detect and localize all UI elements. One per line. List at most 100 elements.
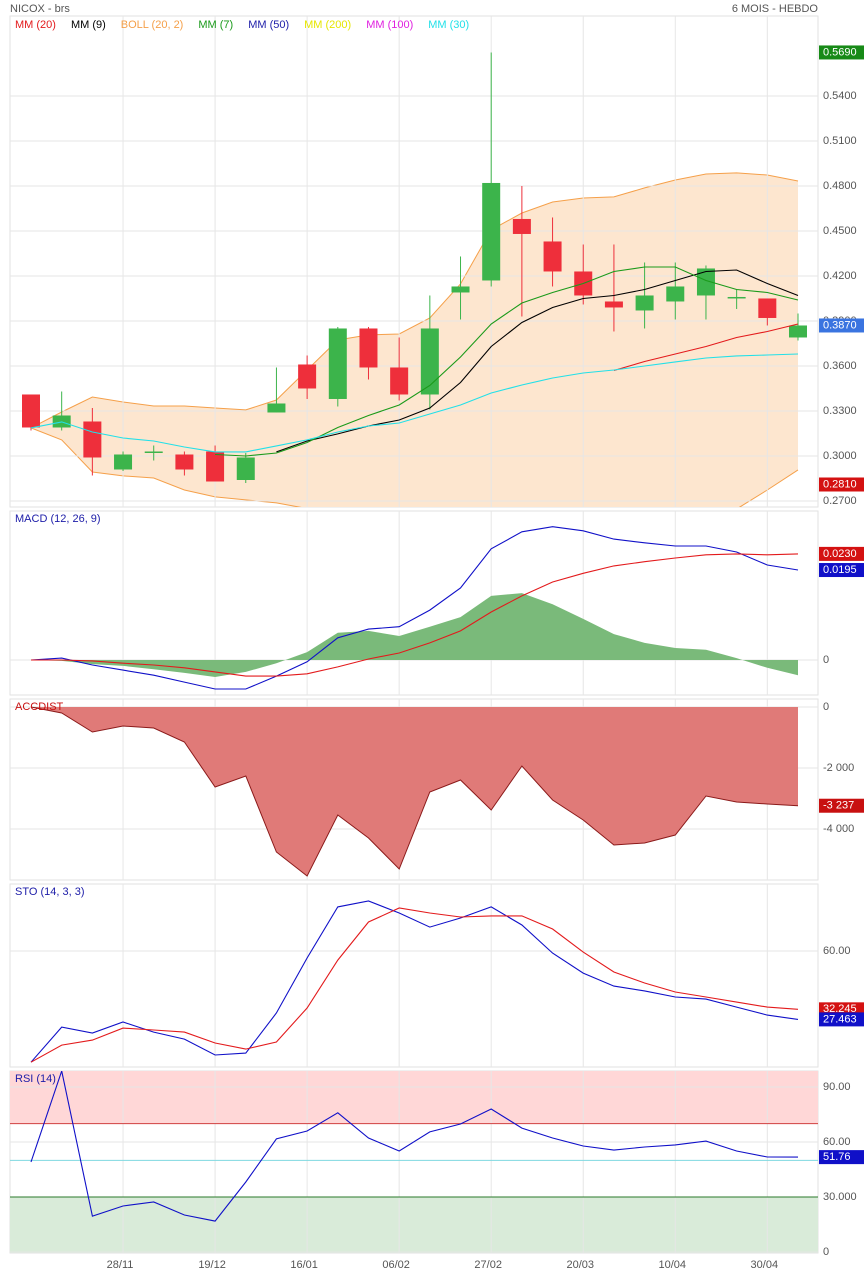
sto-line xyxy=(30,907,799,1063)
y-tick-label: -2 000 xyxy=(823,762,854,774)
panel-title: STO (14, 3, 3) xyxy=(15,886,85,898)
price-tag xyxy=(819,477,864,492)
price-tag-label: 0.0195 xyxy=(823,564,857,576)
candle-body xyxy=(727,296,746,299)
price-tag-label: 0.3870 xyxy=(823,319,857,331)
candle-body xyxy=(206,451,225,482)
accdist-area xyxy=(31,706,798,876)
y-tick-label: 30.000 xyxy=(823,1191,857,1203)
candle-body xyxy=(267,403,286,413)
panel xyxy=(9,510,819,696)
macd-histogram xyxy=(31,593,798,677)
legend-label: BOLL (20, 2) xyxy=(121,19,184,31)
price-tag-label: 27.463 xyxy=(823,1013,857,1025)
candle-body xyxy=(604,301,623,308)
y-tick-label: -4 000 xyxy=(823,823,854,835)
rsi-line xyxy=(30,1071,799,1222)
y-tick-label: 60.00 xyxy=(823,945,851,957)
price-tag-label: -3 237 xyxy=(823,800,854,812)
period-label: 6 MOIS - HEBDO xyxy=(732,3,819,15)
moving-average xyxy=(215,266,799,457)
legend-label: MM (20) xyxy=(15,19,56,31)
x-tick-label: 20/03 xyxy=(566,1259,594,1271)
candle-body xyxy=(543,241,562,272)
y-tick-label: 0.3300 xyxy=(823,405,857,417)
candle-body xyxy=(696,268,715,296)
candle-body xyxy=(83,421,102,458)
x-tick-label: 06/02 xyxy=(382,1259,410,1271)
macd-line xyxy=(31,553,799,677)
panel-title: RSI (14) xyxy=(15,1073,56,1085)
accdist-line xyxy=(30,706,799,877)
candle-body xyxy=(635,295,654,311)
price-tag xyxy=(819,318,864,333)
candle-body xyxy=(420,328,439,395)
macd-line xyxy=(30,526,799,690)
candle-body xyxy=(236,457,255,480)
overbought-zone xyxy=(10,1071,818,1124)
y-tick-label: 0.3600 xyxy=(823,360,857,372)
y-tick-label: 0.3000 xyxy=(823,450,857,462)
y-tick-label: 0.5400 xyxy=(823,90,857,102)
candle-body xyxy=(390,367,409,395)
x-tick-label: 19/12 xyxy=(198,1259,226,1271)
bollinger-lower xyxy=(30,427,799,507)
price-tag-label: 0.0230 xyxy=(823,548,857,560)
legend-label: MM (30) xyxy=(428,19,469,31)
price-tag-label: 51.76 xyxy=(823,1151,851,1163)
bollinger-band xyxy=(31,172,798,507)
price-tag-label: 0.2810 xyxy=(823,478,857,490)
legend-label: MM (7) xyxy=(198,19,233,31)
y-tick-label: 0 xyxy=(823,654,829,666)
y-tick-label: 60.00 xyxy=(823,1136,851,1148)
y-tick-label: 0.4200 xyxy=(823,270,857,282)
panel-title: ACCDIST xyxy=(15,701,64,713)
legend-label: MM (100) xyxy=(366,19,413,31)
oversold-zone xyxy=(10,1197,818,1253)
candle-body xyxy=(114,454,133,470)
price-tag xyxy=(819,1150,864,1165)
chart-title: NICOX - brs xyxy=(10,3,70,15)
x-tick-label: 27/02 xyxy=(474,1259,502,1271)
panel-title: MACD (12, 26, 9) xyxy=(15,513,101,525)
price-tag xyxy=(819,546,864,561)
y-tick-label: 0.4500 xyxy=(823,225,857,237)
y-tick-label: 90.00 xyxy=(823,1081,851,1093)
price-tag-label: 32.245 xyxy=(823,1003,857,1015)
candle-body xyxy=(451,286,470,293)
legend-label: MM (200) xyxy=(304,19,351,31)
candle-body xyxy=(482,182,501,281)
candle-body xyxy=(666,286,685,302)
price-tag-label: 0.5690 xyxy=(823,46,857,58)
x-tick-label: 10/04 xyxy=(659,1259,687,1271)
legend-label: MM (9) xyxy=(71,19,106,31)
candle-body xyxy=(22,394,40,428)
candle-body xyxy=(512,218,531,234)
y-tick-label: 0.4800 xyxy=(823,180,857,192)
y-tick-label: 0.2700 xyxy=(823,495,857,507)
price-tag xyxy=(819,1012,864,1027)
legend-label: MM (50) xyxy=(248,19,289,31)
price-tag xyxy=(819,798,864,813)
candle-body xyxy=(359,328,378,368)
candle-body xyxy=(175,454,194,470)
candle-body xyxy=(789,325,807,338)
x-tick-label: 16/01 xyxy=(290,1259,318,1271)
moving-average xyxy=(613,323,799,372)
y-tick-label: 0 xyxy=(823,701,829,713)
price-tag xyxy=(819,45,864,60)
sto-line xyxy=(30,900,799,1063)
y-tick-label: 0.5100 xyxy=(823,135,857,147)
x-tick-label: 28/11 xyxy=(107,1259,134,1271)
moving-average xyxy=(30,353,799,453)
price-tag xyxy=(819,563,864,578)
candle-body xyxy=(298,364,317,389)
candle-body xyxy=(328,328,347,399)
bollinger-upper xyxy=(30,172,799,429)
y-tick-label: 0 xyxy=(823,1246,829,1258)
candle-body xyxy=(758,298,777,318)
candle-body xyxy=(144,451,163,453)
panel xyxy=(9,883,819,1068)
x-tick-label: 30/04 xyxy=(751,1259,779,1271)
